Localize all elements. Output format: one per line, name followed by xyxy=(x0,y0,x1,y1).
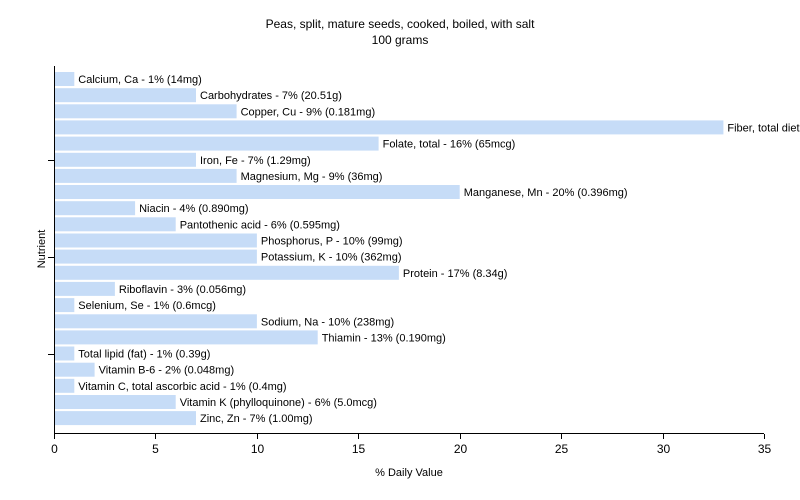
bar-data-label: Niacin - 4% (0.890mg) xyxy=(139,203,248,215)
bar-data-label: Manganese, Mn - 20% (0.396mg) xyxy=(464,187,628,199)
x-tick-label: 20 xyxy=(454,442,468,456)
bar xyxy=(55,346,75,361)
bar-data-label: Pantothenic acid - 6% (0.595mg) xyxy=(180,219,340,231)
bar-data-label: Riboflavin - 3% (0.056mg) xyxy=(119,284,246,296)
bar xyxy=(55,136,379,151)
bar xyxy=(55,314,257,329)
bar-data-label: Protein - 17% (8.34g) xyxy=(403,268,508,280)
bar-data-label: Zinc, Zn - 7% (1.00mg) xyxy=(200,413,312,425)
bar xyxy=(55,362,95,377)
bar-data-label: Copper, Cu - 9% (0.181mg) xyxy=(241,106,376,118)
y-axis-title: Nutrient xyxy=(36,230,48,269)
bar xyxy=(55,120,724,135)
bar xyxy=(55,265,399,280)
chart-title: Peas, split, mature seeds, cooked, boile… xyxy=(265,17,535,31)
bar xyxy=(55,330,318,345)
bar xyxy=(55,201,136,216)
x-ticks-layer: 0 5 10 15 20 25 30 35 xyxy=(51,434,771,456)
bar xyxy=(55,411,196,426)
x-tick-label: 5 xyxy=(152,442,159,456)
bar xyxy=(55,168,237,183)
bar-data-label: Potassium, K - 10% (362mg) xyxy=(261,252,402,264)
x-tick-label: 35 xyxy=(758,442,772,456)
bar-data-label: Sodium, Na - 10% (238mg) xyxy=(261,316,394,328)
bar-data-label: Vitamin B-6 - 2% (0.048mg) xyxy=(99,365,235,377)
bar xyxy=(55,395,176,409)
bar xyxy=(55,72,75,86)
bar-data-label: Fiber, total dietary - 33% (8.3g) xyxy=(727,122,800,134)
x-tick-label: 25 xyxy=(555,442,569,456)
chart-title-block: Peas, split, mature seeds, cooked, boile… xyxy=(0,16,800,48)
bar xyxy=(55,298,75,313)
bar-data-label: Folate, total - 16% (65mcg) xyxy=(383,139,516,151)
bar-data-label: Phosphorus, P - 10% (99mg) xyxy=(261,236,403,248)
bar xyxy=(55,88,196,103)
x-tick-label: 15 xyxy=(352,442,366,456)
bar-data-label: Thiamin - 13% (0.190mg) xyxy=(322,332,446,344)
y-ticks-layer xyxy=(48,160,54,355)
x-tick-label: 30 xyxy=(657,442,671,456)
bar-data-label: Vitamin K (phylloquinone) - 6% (5.0mcg) xyxy=(180,397,377,409)
bar-data-label: Selenium, Se - 1% (0.6mcg) xyxy=(78,300,216,312)
bar-data-label: Carbohydrates - 7% (20.51g) xyxy=(200,90,342,102)
bar xyxy=(55,104,237,119)
bar-data-label: Magnesium, Mg - 9% (36mg) xyxy=(241,171,383,183)
x-tick-label: 10 xyxy=(251,442,265,456)
bar xyxy=(55,281,115,296)
bar xyxy=(55,249,257,264)
bar xyxy=(55,378,75,393)
bar-data-label: Total lipid (fat) - 1% (0.39g) xyxy=(78,349,210,361)
chart-subtitle: 100 grams xyxy=(371,33,429,47)
bar xyxy=(55,152,196,167)
axes-layer xyxy=(54,66,764,434)
bar xyxy=(55,185,460,199)
bars-layer: Calcium, Ca - 1% (14mg) Carbohydrates - 7… xyxy=(55,72,800,426)
bar-data-label: Vitamin C, total ascorbic acid - 1% (0.4… xyxy=(78,381,286,393)
x-axis-title: % Daily Value xyxy=(375,467,443,479)
bar-data-label: Iron, Fe - 7% (1.29mg) xyxy=(200,155,311,167)
bar-data-label: Calcium, Ca - 1% (14mg) xyxy=(78,74,201,86)
bar xyxy=(55,217,176,232)
x-tick-label: 0 xyxy=(51,442,58,456)
bar xyxy=(55,233,257,248)
